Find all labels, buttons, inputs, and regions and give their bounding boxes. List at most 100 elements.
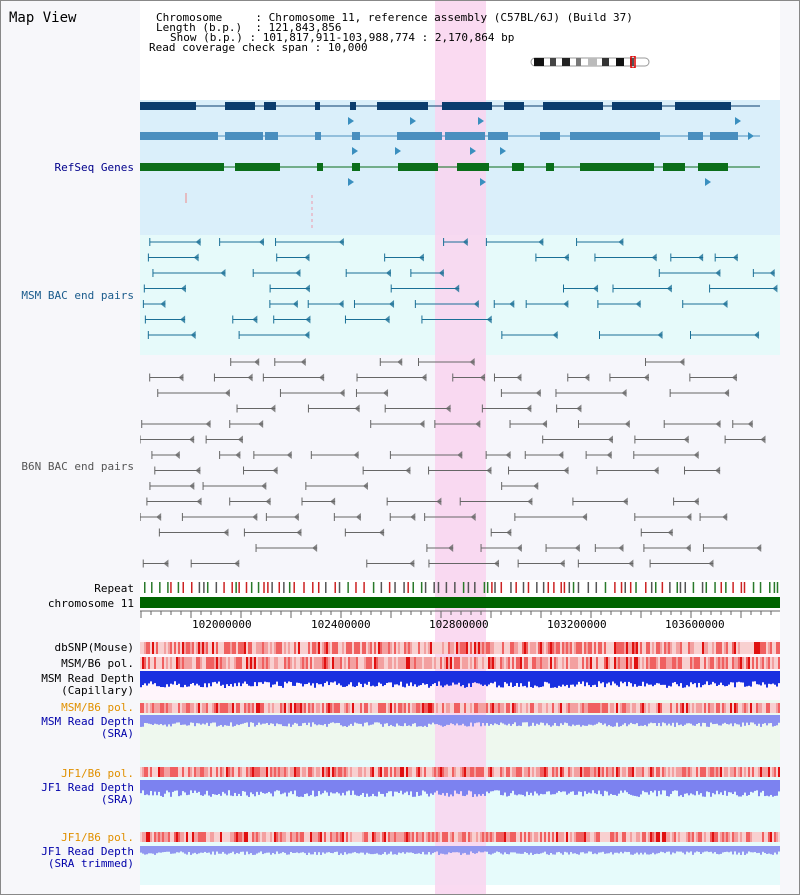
track-label-jf1-b6-pol[interactable]: JF1/B6 pol. [61,767,134,780]
dbsnp-strip [540,642,542,654]
jf1-depth-sra-bar [596,780,598,795]
msm-b6-pol-sra-strip [434,703,436,713]
msm-bac-pair-end [384,315,390,324]
dbsnp-strip [418,642,420,654]
jf1-depth-sra-bar [522,780,524,795]
dbsnp-strip [474,642,476,654]
msm-depth-sra-bar [384,715,386,724]
msm-b6-pol-strip [140,657,142,669]
dbsnp-strip [590,642,592,654]
msm-b6-pol-sra-strip [612,703,614,713]
repeat-element [363,582,365,593]
msm-depth-sra-bar [522,715,524,723]
repeat-element [536,582,538,593]
jf1-depth-sra-bar [194,780,196,791]
msm-bac-pair-end [657,331,663,339]
jf1-b6-pol-strip [418,767,420,777]
msm-depth-sra-bar [344,715,346,727]
repeat-element [587,582,590,593]
track-label-jf1-depth-sra[interactable]: JF1 Read Depth (SRA) [41,781,134,806]
track-label-msm-bac[interactable]: MSM BAC end pairs [21,289,134,302]
msm-bac-pair-end [193,253,199,262]
msm-b6-pol-strip [348,657,350,669]
jf1-b6-pol-trim-strip [742,832,744,842]
b6n-bac-pair-end [339,389,345,397]
track-label-jf1-depth-sra-trimmed[interactable]: JF1 Read Depth (SRA trimmed) [41,845,134,870]
msm-depth-capillary-bar [456,671,458,685]
msm-depth-sra-bar [424,715,426,726]
msm-depth-sra-bar [362,715,364,727]
jf1-b6-pol-trim-strip [684,832,686,842]
msm-b6-pol-sra-strip [466,703,468,713]
jf1-b6-pol-strip [658,767,660,777]
msm-b6-pol-sra-strip [214,703,216,713]
msm-b6-pol-strip [748,657,750,669]
msm-b6-pol-sra-strip [586,703,588,713]
msm-b6-pol-strip [710,657,712,669]
msm-bac-pair-end [538,238,544,246]
jf1-b6-pol-trim-strip [466,832,468,842]
msm-b6-pol-strip [698,657,700,669]
track-label-msm-b6-pol[interactable]: MSM/B6 pol. [61,657,134,670]
msm-depth-sra-bar [270,715,272,724]
msm-depth-sra-bar [310,715,312,727]
chromosome-ideogram[interactable] [530,53,652,72]
jf1-b6-pol-trim-strip [682,832,684,842]
dbsnp-strip [572,642,574,654]
track-label-repeat[interactable]: Repeat [94,582,134,595]
track-label-msm-b6-pol-sra[interactable]: MSM/B6 pol. [61,701,134,714]
jf1-b6-pol-strip [608,767,610,777]
track-label-msm-depth-sra[interactable]: MSM Read Depth (SRA) [41,715,134,740]
msm-b6-pol-sra-strip [358,703,360,713]
map-canvas[interactable] [140,0,780,895]
msm-depth-capillary-bar [552,671,554,688]
b6n-bac-pair-end [409,559,415,568]
jf1-b6-pol-trim-strip [368,832,370,842]
jf1-b6-pol-trim-strip [386,832,388,842]
track-label-dbsnp[interactable]: dbSNP(Mouse) [54,641,134,654]
jf1-b6-pol-strip [734,767,736,777]
msm-depth-sra-bar [484,715,486,726]
msm-b6-pol-sra-strip [606,703,608,713]
track-label-msm-depth-capillary[interactable]: MSM Read Depth (Capillary) [41,672,134,697]
msm-b6-pol-sra-strip [566,703,568,713]
msm-depth-sra-bar [280,715,282,725]
gene-exon [398,163,438,171]
dbsnp-strip [600,642,602,654]
jf1-b6-pol-strip [270,767,272,777]
genome-map-svg[interactable] [140,0,780,895]
jf1-depth-trim-bar [516,846,518,854]
msm-b6-pol-sra-strip [518,703,520,713]
track-label-jf1-b6-pol-trimmed[interactable]: JF1/B6 pol. [61,831,134,844]
msm-depth-capillary-bar [344,671,346,687]
jf1-depth-sra-bar [506,780,508,797]
msm-depth-capillary-bar [612,671,614,682]
jf1-b6-pol-trim-strip [142,832,144,842]
msm-bac-pair-end [715,269,721,277]
jf1-b6-pol-strip [570,767,572,777]
msm-depth-sra-bar [444,715,446,727]
jf1-b6-pol-strip [164,767,166,777]
msm-b6-pol-strip [160,657,162,669]
dbsnp-strip [448,642,450,654]
jf1-depth-trim-bar [348,846,350,854]
msm-depth-capillary-bar [528,671,530,682]
msm-depth-sra-bar [156,715,158,725]
jf1-depth-trim-bar [542,846,544,853]
dbsnp-strip [580,642,582,654]
msm-depth-sra-bar [634,715,636,725]
jf1-b6-pol-trim-strip [656,832,658,842]
msm-b6-pol-strip [406,657,408,669]
jf1-b6-pol-trim-strip [738,832,740,842]
jf1-depth-trim-bar [222,846,224,852]
msm-b6-pol-sra-strip [728,703,730,713]
jf1-b6-pol-strip [190,767,192,777]
dbsnp-strip [628,642,630,654]
jf1-b6-pol-strip [542,767,544,777]
jf1-b6-pol-strip [522,767,524,777]
b6n-bac-pair-end [693,451,699,459]
jf1-depth-sra-bar [212,780,214,795]
track-label-refseq[interactable]: RefSeq Genes [54,161,134,174]
track-label-b6n-bac[interactable]: B6N BAC end pairs [21,460,134,473]
jf1-depth-trim-bar [520,846,522,854]
